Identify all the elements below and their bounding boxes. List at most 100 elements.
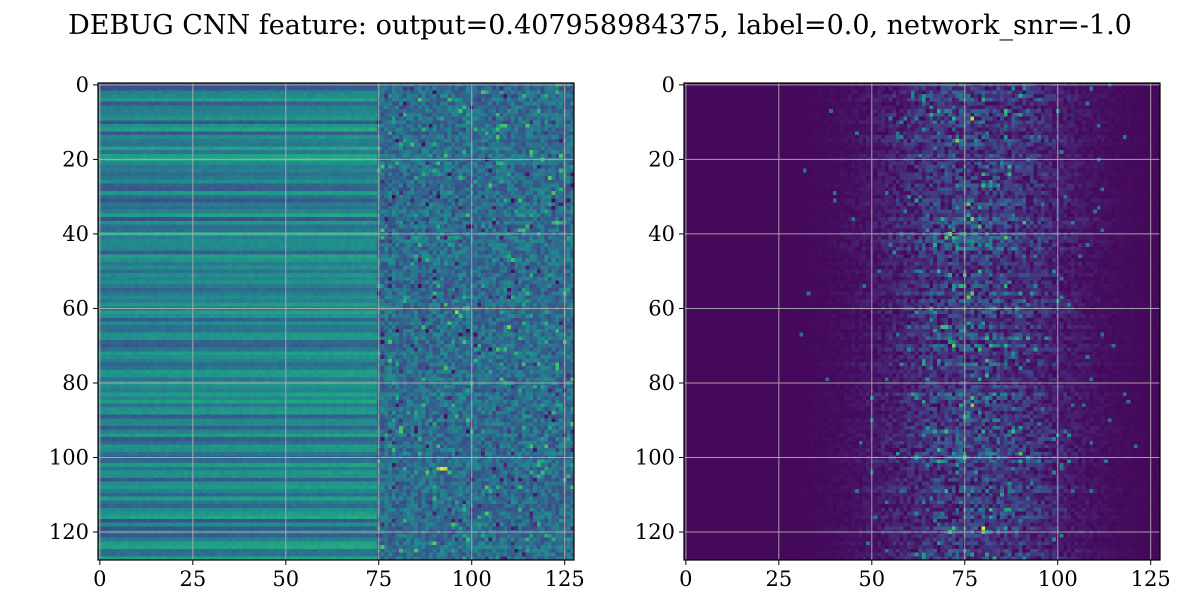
- heatmap-cell: [355, 94, 359, 98]
- heatmap-cell: [477, 105, 481, 109]
- heatmap-cell: [340, 90, 344, 94]
- heatmap-cell: [169, 90, 173, 94]
- heatmap-cell: [217, 105, 221, 109]
- heatmap-cell: [124, 102, 128, 106]
- heatmap-cell: [503, 120, 507, 124]
- heatmap-cell: [451, 98, 455, 102]
- heatmap-cell: [347, 87, 351, 91]
- heatmap-cell: [224, 102, 228, 106]
- heatmap-cell: [422, 102, 426, 106]
- heatmap-cell: [492, 98, 496, 102]
- heatmap-cell: [373, 90, 377, 94]
- heatmap-cell: [388, 98, 392, 102]
- heatmap-cell: [347, 94, 351, 98]
- heatmap-cell: [500, 120, 504, 124]
- heatmap-cell: [410, 120, 414, 124]
- heatmap-cell: [321, 102, 325, 106]
- heatmap-cell: [492, 102, 496, 106]
- heatmap-cell: [172, 117, 176, 121]
- heatmap-cell: [131, 94, 135, 98]
- heatmap-cell: [559, 102, 563, 106]
- heatmap-cell: [187, 120, 191, 124]
- heatmap-cell: [396, 87, 400, 91]
- heatmap-cell: [154, 109, 158, 113]
- heatmap-cell: [102, 120, 106, 124]
- heatmap-cell: [236, 94, 240, 98]
- heatmap-cell: [515, 87, 519, 91]
- heatmap-cell: [310, 90, 314, 94]
- heatmap-cell: [358, 113, 362, 117]
- heatmap-cell: [158, 94, 162, 98]
- heatmap-cell: [224, 113, 228, 117]
- heatmap-cell: [180, 109, 184, 113]
- heatmap-cell: [533, 94, 537, 98]
- heatmap-cell: [459, 102, 463, 106]
- heatmap-cell: [262, 105, 266, 109]
- heatmap-cell: [474, 102, 478, 106]
- heatmap-cell: [410, 87, 414, 91]
- heatmap-cell: [243, 105, 247, 109]
- heatmap-cell: [507, 105, 511, 109]
- heatmap-cell: [325, 105, 329, 109]
- heatmap-cell: [277, 105, 281, 109]
- heatmap-cell: [105, 105, 109, 109]
- heatmap-cell: [109, 90, 113, 94]
- heatmap-cell: [422, 87, 426, 91]
- heatmap-cell: [184, 105, 188, 109]
- heatmap-cell: [135, 94, 139, 98]
- heatmap-cell: [299, 117, 303, 121]
- heatmap-cell: [243, 117, 247, 121]
- heatmap-cell: [488, 94, 492, 98]
- heatmap-cell: [392, 90, 396, 94]
- heatmap-cell: [507, 109, 511, 113]
- heatmap-cell: [362, 94, 366, 98]
- heatmap-cell: [306, 117, 310, 121]
- heatmap-cell: [314, 102, 318, 106]
- heatmap-cell: [254, 113, 258, 117]
- heatmap-cell: [250, 109, 254, 113]
- heatmap-cell: [269, 98, 273, 102]
- heatmap-cell: [295, 120, 299, 124]
- heatmap-cell: [250, 120, 254, 124]
- heatmap-cell: [511, 87, 515, 91]
- heatmap-cell: [176, 109, 180, 113]
- heatmap-cell: [280, 87, 284, 91]
- heatmap-cell: [388, 117, 392, 121]
- heatmap-cell: [444, 105, 448, 109]
- heatmap-cell: [373, 117, 377, 121]
- heatmap-cell: [206, 98, 210, 102]
- heatmap-cell: [351, 113, 355, 117]
- heatmap-cell: [555, 94, 559, 98]
- heatmap-cell: [143, 117, 147, 121]
- heatmap-cell: [455, 117, 459, 121]
- heatmap-cell: [515, 109, 519, 113]
- heatmap-cell: [351, 90, 355, 94]
- heatmap-cell: [488, 90, 492, 94]
- heatmap-cell: [221, 113, 225, 117]
- heatmap-cell: [131, 105, 135, 109]
- heatmap-cell: [306, 90, 310, 94]
- heatmap-cell: [265, 90, 269, 94]
- heatmap-cell: [396, 98, 400, 102]
- heatmap-cell: [477, 120, 481, 124]
- heatmap-cell: [407, 90, 411, 94]
- heatmap-cell: [117, 102, 121, 106]
- heatmap-cell: [329, 87, 333, 91]
- heatmap-cell: [139, 105, 143, 109]
- heatmap-cell: [213, 105, 217, 109]
- heatmap-cell: [239, 120, 243, 124]
- heatmap-cell: [184, 98, 188, 102]
- heatmap-cell: [247, 87, 251, 91]
- heatmap-cell: [544, 109, 548, 113]
- heatmap-cell: [154, 113, 158, 117]
- heatmap-cell: [496, 87, 500, 91]
- heatmap-cell: [440, 117, 444, 121]
- heatmap-cell: [299, 109, 303, 113]
- heatmap-cell: [373, 94, 377, 98]
- heatmap-cell: [422, 120, 426, 124]
- heatmap-cell: [399, 120, 403, 124]
- heatmap-cell: [336, 94, 340, 98]
- heatmap-cell: [485, 109, 489, 113]
- heatmap-cell: [366, 87, 370, 91]
- heatmap-cell: [165, 117, 169, 121]
